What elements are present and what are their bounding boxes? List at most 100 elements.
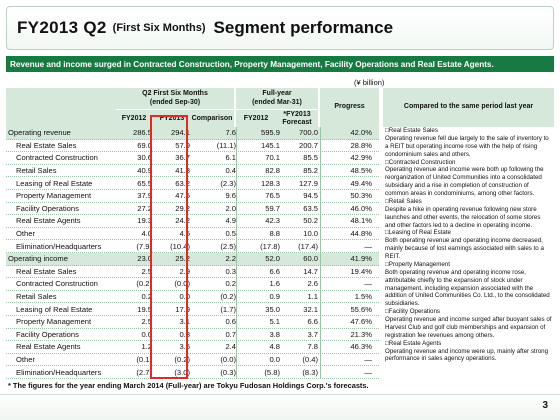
table-row: Real Estate Sales 2.5 2.9 0.3 6.6 14.7 19.4% — [6, 266, 379, 279]
comparison-value: (11.1) — [216, 140, 236, 150]
page-number: 3 — [542, 400, 548, 411]
column-divider — [320, 127, 321, 379]
table-row: Real Estate Agents 1.2 3.6 2.4 4.8 7.8 46.3% — [6, 341, 379, 354]
fy2012-full-value: 52.0 — [265, 254, 280, 264]
row-label: Retail Sales — [16, 292, 57, 302]
fy2013-q2-value: 294.1 — [170, 128, 190, 138]
fy2012-full-value: 4.8 — [269, 342, 280, 352]
fy2013-highlight-box — [150, 115, 188, 379]
fy2012-q2-value: 4.0 — [141, 229, 152, 239]
fy2012-q2-value: 0.2 — [141, 292, 152, 302]
row-label: Property Management — [16, 191, 92, 201]
fy2013-forecast-value: 14.7 — [303, 266, 318, 276]
fy2012-full-value: 59.7 — [265, 203, 280, 213]
fy2013-forecast-value: 50.2 — [303, 216, 318, 226]
note-heading: □Facility Operations — [385, 308, 440, 316]
fy2012-full-value: 128.3 — [260, 178, 280, 188]
table-row: Retail Sales 40.9 41.3 0.4 82.8 85.2 48.5% — [6, 165, 379, 178]
unit-label: (¥ billion) — [354, 78, 385, 87]
header-blank — [6, 88, 116, 127]
row-label: Real Estate Sales — [16, 266, 77, 276]
fy2012-full-value: 595.9 — [260, 128, 280, 138]
fy2012-full-value: 82.8 — [265, 166, 280, 176]
fy2012-q2-value: 23.0 — [137, 254, 152, 264]
progress-value: 28.8% — [350, 140, 372, 150]
table-row: Property Management 2.5 3.1 0.6 5.1 6.6 47.6% — [6, 316, 379, 329]
row-label: Property Management — [16, 317, 92, 327]
comparison-value: 0.2 — [225, 279, 236, 289]
progress-value: 42.0% — [350, 128, 372, 138]
table-row: Real Estate Sales 69.0 57.9 (11.1) 145.1 200.… — [6, 140, 379, 153]
fy2013-forecast-value: 700.0 — [298, 128, 318, 138]
row-label: Leasing of Real Estate — [16, 178, 93, 188]
comparison-value: 2.4 — [225, 342, 236, 352]
comparison-notes: □Real Estate Sales Operating revenue fell… — [383, 127, 554, 379]
comparison-value: 9.6 — [225, 191, 236, 201]
row-label: Contracted Construction — [16, 153, 98, 163]
progress-value: 44.8% — [350, 229, 372, 239]
fy2013-q2-value: (0.2) — [174, 355, 190, 365]
fy2013-q2-value: 63.2 — [175, 178, 190, 188]
fy2013-forecast-value: 127.9 — [298, 178, 318, 188]
fy2012-full-value: 145.1 — [260, 140, 280, 150]
table-row: Contracted Construction 30.6 36.7 6.1 70.1 85… — [6, 152, 379, 165]
fy2012-q2-value: (2.7) — [136, 367, 152, 377]
progress-value: 50.3% — [350, 191, 372, 201]
fy2013-forecast-value: 85.2 — [303, 166, 318, 176]
progress-value: 42.9% — [350, 153, 372, 163]
table-row: Elimination/Headquarters (2.7) (3.0) (0.3) (… — [6, 366, 379, 379]
comparison-value: (2.5) — [220, 241, 236, 251]
column-divider — [236, 127, 237, 379]
row-label: Other — [16, 229, 35, 239]
progress-value: 48.5% — [350, 166, 372, 176]
progress-value: 46.3% — [350, 342, 372, 352]
note-heading: □Property Management — [385, 260, 450, 268]
fy2012-q2-value: 19.5 — [137, 304, 152, 314]
note-text: Operating revenue fell due largely to th… — [385, 134, 549, 158]
note-heading: □Contracted Construction — [385, 158, 456, 166]
progress-value: 49.4% — [350, 178, 372, 188]
footnote: * The figures for the year ending March … — [8, 381, 369, 390]
header-fy2013-forecast: *FY2013 Forecast — [282, 111, 312, 126]
fy2013-q2-value: 4.5 — [179, 229, 190, 239]
row-label: Facility Operations — [16, 203, 79, 213]
table-row: Retail Sales 0.2 0.0 (0.2) 0.9 1.1 1.5% — [6, 291, 379, 304]
fy2013-q2-value: (0.0) — [174, 279, 190, 289]
comparison-value: 0.7 — [225, 329, 236, 339]
comparison-value: 2.0 — [225, 203, 236, 213]
fy2012-q2-value: 65.5 — [137, 178, 152, 188]
title-main: FY2013 Q2 — [17, 18, 107, 37]
header-fy-group: Full-year (ended Mar-31) — [236, 88, 318, 109]
fy2012-q2-value: 0.0 — [141, 329, 152, 339]
progress-value: 55.6% — [350, 304, 372, 314]
row-label: Retail Sales — [16, 166, 57, 176]
progress-value: 1.5% — [354, 292, 372, 302]
fy2013-forecast-value: 6.6 — [307, 317, 318, 327]
fy2012-q2-value: 30.6 — [137, 153, 152, 163]
row-label: Real Estate Agents — [16, 216, 81, 226]
fy2012-full-value: 3.8 — [269, 329, 280, 339]
fy2012-full-value: 5.1 — [269, 317, 280, 327]
progress-value: 21.3% — [350, 329, 372, 339]
fy2013-forecast-value: (17.4) — [298, 241, 318, 251]
fy2012-q2-value: 37.9 — [137, 191, 152, 201]
note-text: Operating revenue and income were both u… — [385, 166, 544, 197]
title-box: FY2013 Q2 (First Six Months) Segment per… — [6, 6, 554, 50]
fy2013-forecast-value: 2.6 — [307, 279, 318, 289]
table-row: Operating income 23.0 25.2 2.2 52.0 60.0 41.9% — [6, 253, 379, 266]
fy2012-full-value: (5.8) — [264, 367, 280, 377]
row-label: Real Estate Sales — [16, 140, 77, 150]
bottom-band — [0, 394, 560, 420]
comparison-value: 6.1 — [225, 153, 236, 163]
header-fy2012-b: FY2012 — [243, 114, 269, 122]
table-row: Leasing of Real Estate 65.5 63.2 (2.3) 128.3… — [6, 177, 379, 190]
progress-value: — — [364, 355, 372, 365]
fy2012-q2-value: 40.9 — [137, 166, 152, 176]
fy2012-full-value: (17.8) — [260, 241, 280, 251]
comparison-value: 0.5 — [225, 229, 236, 239]
note-text: Both operating revenue and operating inc… — [385, 268, 550, 308]
progress-value: 41.9% — [350, 254, 372, 264]
table-row: Elimination/Headquarters (7.9) (10.4) (2.5)… — [6, 240, 379, 253]
table-row: Property Management 37.9 47.5 9.6 76.5 94.5 50… — [6, 190, 379, 203]
fy2013-forecast-value: 200.7 — [298, 140, 318, 150]
